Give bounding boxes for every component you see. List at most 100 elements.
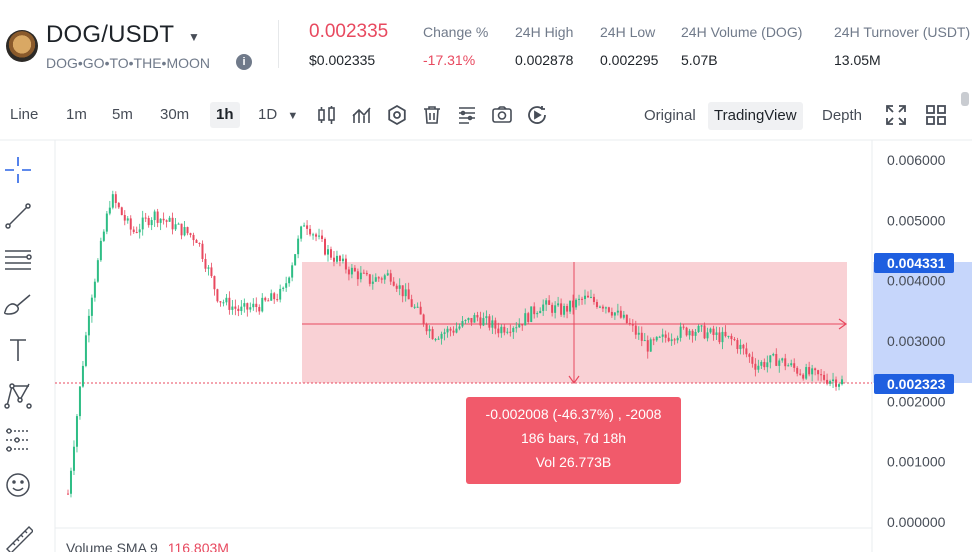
candle-body xyxy=(575,299,578,308)
layout-icon[interactable] xyxy=(456,104,478,126)
line-chart-button[interactable]: Line xyxy=(10,106,39,123)
candle-body xyxy=(634,325,637,335)
candle-body xyxy=(329,249,332,258)
candle-body xyxy=(805,367,808,379)
interval-5m[interactable]: 5m xyxy=(112,106,133,123)
stat-label: 24H Turnover (USDT) xyxy=(834,24,971,40)
candle-body xyxy=(123,215,126,221)
candle-body xyxy=(458,326,461,329)
interval-1h[interactable]: 1h xyxy=(210,102,240,128)
stat-label: 24H Volume (DOG) xyxy=(681,24,803,40)
candle-body xyxy=(595,301,598,308)
candle-body xyxy=(108,207,111,214)
candle-body xyxy=(658,336,661,338)
price-tick: 0.001000 xyxy=(887,454,946,470)
info-icon[interactable]: i xyxy=(236,54,252,70)
candle-body xyxy=(222,302,225,304)
stat-label: 24H Low xyxy=(600,24,656,40)
settings-icon[interactable] xyxy=(386,104,408,126)
candle-body xyxy=(332,257,335,262)
candle-body xyxy=(760,362,763,366)
candle-body xyxy=(473,315,476,323)
candle-body xyxy=(485,316,488,319)
candle-body xyxy=(622,314,625,318)
header-divider xyxy=(278,20,279,68)
candle-body xyxy=(252,303,255,308)
candle-body xyxy=(506,331,509,333)
interval-more[interactable]: 1D ▼ xyxy=(252,102,304,128)
candle-body xyxy=(228,297,231,310)
pair-selector[interactable]: DOG/USDT xyxy=(46,21,175,48)
replay-icon[interactable] xyxy=(526,104,548,126)
candle-body xyxy=(841,379,844,385)
candle-body xyxy=(150,220,153,226)
price-tick: 0.002000 xyxy=(887,393,946,409)
candle-body xyxy=(551,304,554,313)
interval-30m[interactable]: 30m xyxy=(160,106,190,123)
trendline-icon[interactable] xyxy=(3,200,33,230)
candle-body xyxy=(81,365,84,387)
candle-body xyxy=(766,362,769,368)
candle-body xyxy=(470,317,473,323)
candle-body xyxy=(700,325,703,327)
candle-body xyxy=(838,384,841,387)
candle-body xyxy=(425,324,428,332)
volume-legend: Volume SMA 9 116.803M xyxy=(66,540,229,552)
candle-body xyxy=(661,334,664,337)
candle-body xyxy=(213,276,216,290)
fullscreen-icon[interactable] xyxy=(885,104,907,126)
stat-24h-volume: 24H Volume (DOG) 5.07B xyxy=(681,24,802,68)
view-original[interactable]: Original xyxy=(644,107,696,124)
candle-body xyxy=(763,362,766,368)
candle-body xyxy=(126,218,129,221)
candle-body xyxy=(386,273,389,276)
grid-layout-icon[interactable] xyxy=(925,104,947,126)
candle-body xyxy=(625,314,628,323)
stat-change: Change % -17.31% xyxy=(423,24,488,68)
candle-body xyxy=(709,328,712,333)
stat-value: -17.31% xyxy=(423,52,476,68)
candle-body xyxy=(515,327,518,329)
candle-body xyxy=(679,326,682,338)
candle-body xyxy=(455,328,458,333)
candle-body xyxy=(799,373,802,375)
forecast-icon[interactable] xyxy=(3,425,33,455)
brush-icon[interactable] xyxy=(3,290,33,320)
candle-body xyxy=(231,306,234,310)
stat-24h-high: 24H High 0.002878 xyxy=(515,24,573,68)
view-depth[interactable]: Depth xyxy=(822,107,863,124)
caret-down-icon[interactable]: ▼ xyxy=(188,30,200,44)
candle-body xyxy=(784,358,787,367)
candle-body xyxy=(431,329,434,340)
candle-body xyxy=(757,365,760,370)
stat-value: 0.002878 xyxy=(515,52,574,68)
crosshair-icon[interactable] xyxy=(3,155,33,185)
candle-body xyxy=(718,332,721,343)
candle-body xyxy=(171,217,174,230)
candle-body xyxy=(775,353,778,366)
candle-body xyxy=(449,328,452,331)
emoji-icon[interactable] xyxy=(3,470,33,500)
pattern-icon[interactable] xyxy=(3,380,33,410)
indicators-icon[interactable] xyxy=(351,104,373,126)
candle-body xyxy=(398,285,401,289)
view-tradingview[interactable]: TradingView xyxy=(708,102,803,130)
page-scrollbar[interactable] xyxy=(961,92,969,106)
measure-right-arrow xyxy=(838,318,848,330)
screenshot-icon[interactable] xyxy=(491,104,513,126)
trash-icon[interactable] xyxy=(421,104,443,126)
candle-body xyxy=(111,194,114,208)
text-tool-icon[interactable] xyxy=(3,335,33,365)
candle-body xyxy=(67,493,69,495)
candle-body xyxy=(276,299,279,301)
candle-body xyxy=(461,321,464,327)
candle-body xyxy=(246,303,249,310)
candle-body xyxy=(192,234,195,241)
candle-body xyxy=(652,339,655,341)
candle-type-icon[interactable] xyxy=(316,104,338,126)
interval-1m[interactable]: 1m xyxy=(66,106,87,123)
fib-lines-icon[interactable] xyxy=(3,245,33,275)
candle-body xyxy=(258,307,261,312)
ruler-icon[interactable] xyxy=(3,523,33,552)
